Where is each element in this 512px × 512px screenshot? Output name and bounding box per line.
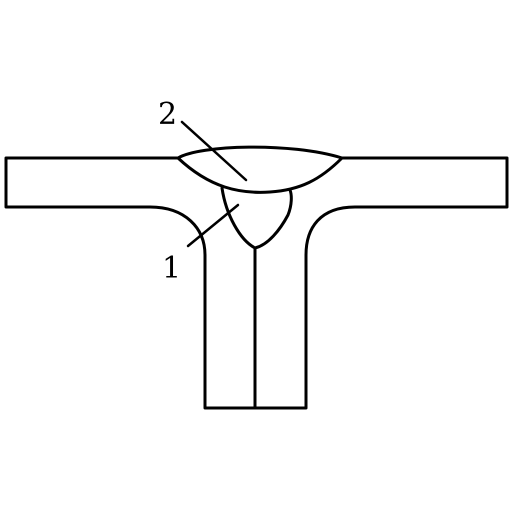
callout-label-2: 2 (158, 97, 177, 132)
callout-label-1: 1 (162, 251, 181, 286)
leader-line-1 (186, 203, 240, 248)
leader-line-2 (180, 120, 248, 182)
weld-bead-2 (176, 145, 344, 194)
weld-bead-1 (220, 186, 293, 250)
